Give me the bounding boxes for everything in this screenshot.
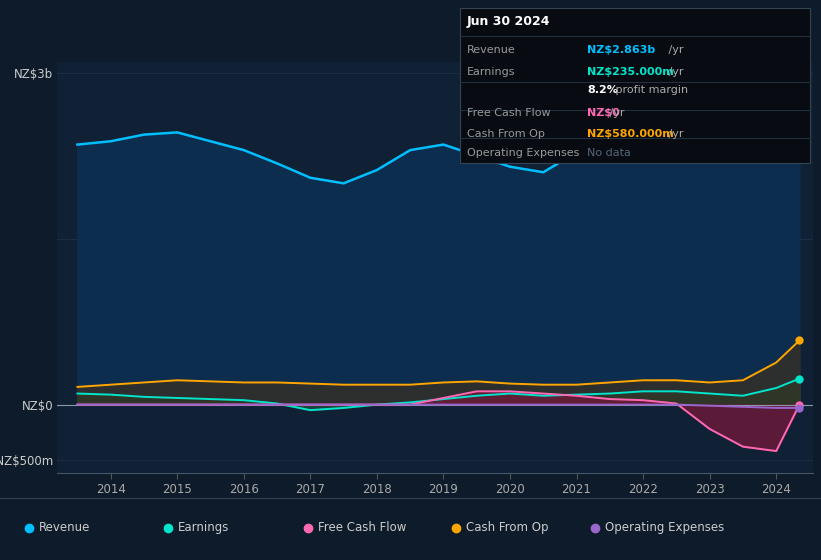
Text: Earnings: Earnings bbox=[178, 521, 230, 534]
Text: /yr: /yr bbox=[606, 108, 625, 118]
Text: Operating Expenses: Operating Expenses bbox=[605, 521, 724, 534]
Text: /yr: /yr bbox=[665, 67, 684, 77]
Text: NZ$2.863b: NZ$2.863b bbox=[587, 45, 655, 55]
Text: /yr: /yr bbox=[665, 129, 684, 139]
Text: Jun 30 2024: Jun 30 2024 bbox=[466, 16, 550, 29]
Text: Cash From Op: Cash From Op bbox=[466, 521, 548, 534]
Text: NZ$235.000m: NZ$235.000m bbox=[587, 67, 674, 77]
Text: profit margin: profit margin bbox=[612, 85, 688, 95]
Text: NZ$580.000m: NZ$580.000m bbox=[587, 129, 674, 139]
Text: NZ$0: NZ$0 bbox=[587, 108, 620, 118]
Text: Free Cash Flow: Free Cash Flow bbox=[466, 108, 550, 118]
Text: 8.2%: 8.2% bbox=[587, 85, 618, 95]
Text: Cash From Op: Cash From Op bbox=[466, 129, 544, 139]
Text: Operating Expenses: Operating Expenses bbox=[466, 148, 579, 158]
Text: /yr: /yr bbox=[665, 45, 684, 55]
Text: Earnings: Earnings bbox=[466, 67, 515, 77]
Text: No data: No data bbox=[587, 148, 631, 158]
Text: Revenue: Revenue bbox=[466, 45, 516, 55]
Text: Revenue: Revenue bbox=[39, 521, 90, 534]
Text: Free Cash Flow: Free Cash Flow bbox=[318, 521, 406, 534]
